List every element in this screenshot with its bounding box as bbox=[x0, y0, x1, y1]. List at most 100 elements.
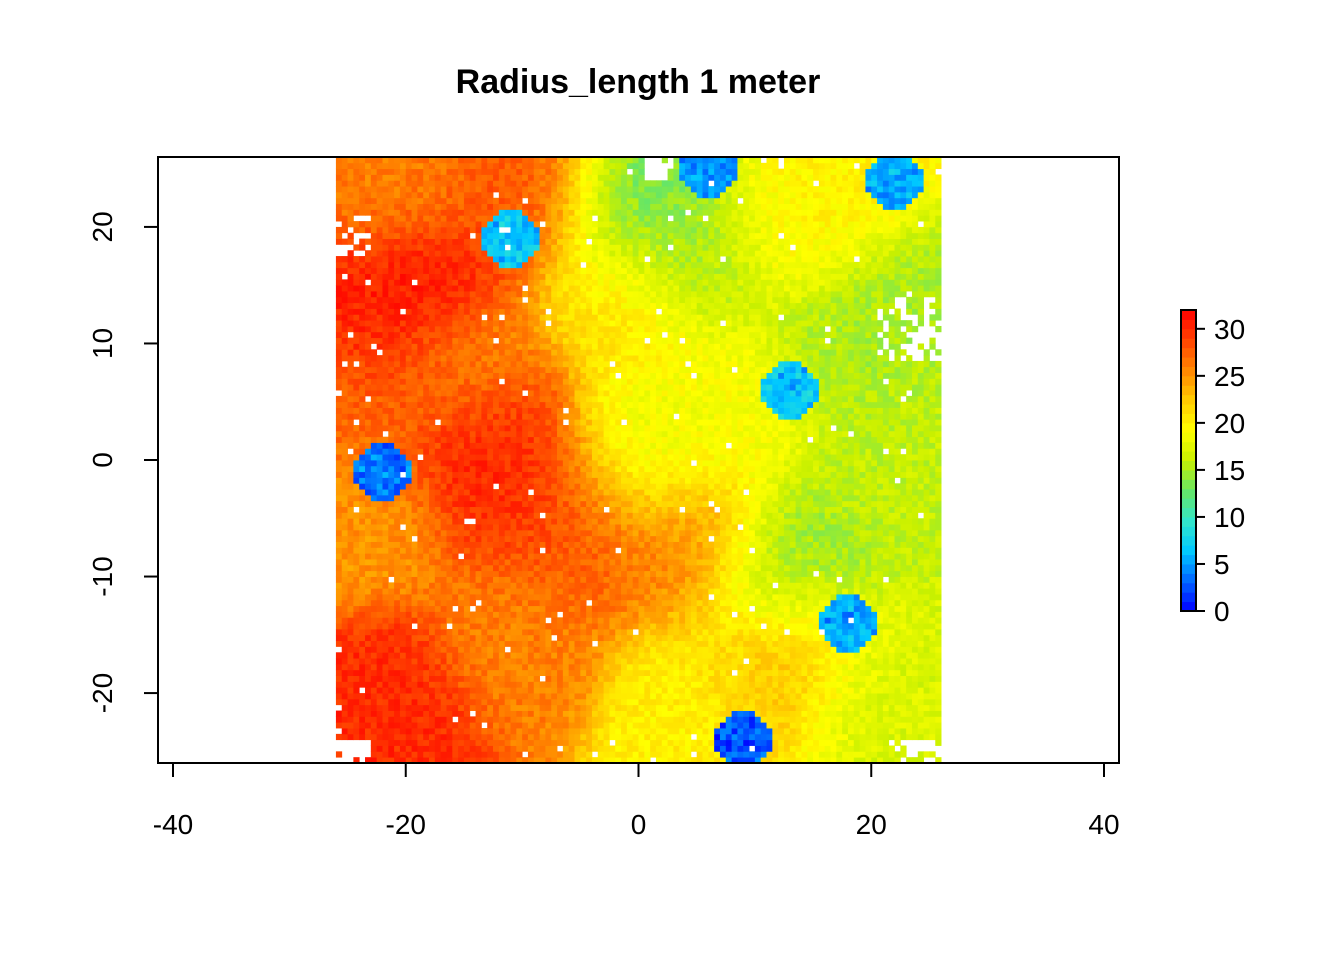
heatmap-cell bbox=[458, 506, 465, 513]
heatmap-cell bbox=[719, 716, 727, 723]
heatmap-cell bbox=[621, 477, 628, 484]
heatmap-cell bbox=[423, 623, 430, 630]
heatmap-cell bbox=[818, 675, 826, 682]
heatmap-cell bbox=[533, 611, 540, 618]
heatmap-cell bbox=[586, 483, 593, 490]
heatmap-cell bbox=[714, 594, 721, 601]
heatmap-cell bbox=[679, 663, 686, 671]
heatmap-cell bbox=[673, 693, 680, 700]
heatmap-cell bbox=[830, 745, 837, 752]
heatmap-cell bbox=[859, 628, 866, 636]
heatmap-cell bbox=[399, 745, 407, 752]
heatmap-cell bbox=[545, 588, 552, 595]
heatmap-cell bbox=[685, 599, 692, 607]
heatmap-cell bbox=[423, 617, 430, 624]
heatmap-cell bbox=[487, 704, 494, 711]
heatmap-cell bbox=[615, 722, 622, 729]
heatmap-cell bbox=[423, 611, 430, 618]
heatmap-cell bbox=[551, 506, 558, 513]
heatmap-cell bbox=[405, 564, 412, 572]
heatmap-cell bbox=[609, 716, 616, 723]
heatmap-cell bbox=[847, 716, 855, 723]
heatmap-cell bbox=[615, 500, 622, 508]
heatmap-cell bbox=[469, 646, 476, 653]
heatmap-cell bbox=[353, 733, 360, 741]
heatmap-cell bbox=[370, 698, 378, 706]
heatmap-cell bbox=[621, 640, 628, 647]
heatmap-cell bbox=[929, 535, 936, 542]
heatmap-cell bbox=[655, 588, 663, 595]
heatmap-cell bbox=[690, 640, 698, 647]
heatmap-cell bbox=[446, 646, 453, 653]
heatmap-cell bbox=[655, 564, 663, 572]
heatmap-cell bbox=[370, 745, 378, 752]
heatmap-cell bbox=[836, 494, 843, 502]
heatmap-cell bbox=[417, 559, 424, 566]
heatmap-cell bbox=[446, 634, 453, 642]
heatmap-cell bbox=[568, 547, 575, 554]
heatmap-cell bbox=[586, 570, 593, 577]
heatmap-cell bbox=[877, 553, 884, 560]
heatmap-cell bbox=[434, 564, 442, 572]
heatmap-cell bbox=[725, 489, 732, 496]
heatmap-cell bbox=[871, 710, 878, 717]
heatmap-cell bbox=[818, 640, 826, 647]
heatmap-cell bbox=[795, 663, 802, 671]
heatmap-cell bbox=[568, 576, 575, 583]
heatmap-cell bbox=[818, 757, 826, 764]
heatmap-cell bbox=[399, 512, 407, 519]
heatmap-cell bbox=[778, 494, 785, 502]
heatmap-cell bbox=[580, 751, 587, 758]
heatmap-cell bbox=[591, 582, 599, 589]
heatmap-cell bbox=[452, 547, 459, 554]
heatmap-cell bbox=[405, 640, 412, 647]
heatmap-cell bbox=[394, 524, 401, 531]
heatmap-cell bbox=[516, 570, 523, 577]
heatmap-cell bbox=[568, 524, 575, 531]
heatmap-cell bbox=[708, 628, 715, 636]
heatmap-cell bbox=[685, 652, 692, 659]
heatmap-cell bbox=[789, 739, 797, 746]
heatmap-cell bbox=[615, 518, 622, 525]
heatmap-cell bbox=[487, 494, 494, 502]
heatmap-cell bbox=[661, 494, 668, 502]
heatmap-cell bbox=[714, 669, 721, 676]
heatmap-cell bbox=[545, 640, 552, 647]
heatmap-cell bbox=[818, 634, 826, 642]
heatmap-cell bbox=[760, 658, 767, 665]
heatmap-cell bbox=[341, 553, 348, 560]
heatmap-cell bbox=[411, 500, 418, 508]
heatmap-cell bbox=[638, 640, 645, 647]
heatmap-cell bbox=[335, 535, 343, 542]
heatmap-cell bbox=[516, 658, 523, 665]
heatmap-cell bbox=[708, 623, 715, 630]
heatmap-cell bbox=[685, 582, 692, 589]
heatmap-cell bbox=[661, 716, 668, 723]
heatmap-cell bbox=[667, 669, 674, 676]
heatmap-cell bbox=[533, 535, 540, 542]
heatmap-cell bbox=[789, 663, 797, 671]
heatmap-cell bbox=[458, 535, 465, 542]
heatmap-cell bbox=[347, 529, 354, 537]
heatmap-cell bbox=[574, 588, 581, 595]
heatmap-cell bbox=[725, 594, 732, 601]
heatmap-cell bbox=[429, 745, 436, 752]
heatmap-cell bbox=[417, 477, 424, 484]
heatmap-cell bbox=[533, 518, 540, 525]
heatmap-cell bbox=[749, 541, 756, 548]
heatmap-cell bbox=[475, 634, 482, 642]
heatmap-cell bbox=[586, 535, 593, 542]
heatmap-cell bbox=[801, 559, 808, 566]
heatmap-cell bbox=[789, 564, 797, 572]
heatmap-cell bbox=[487, 541, 494, 548]
heatmap-cell bbox=[877, 500, 884, 508]
heatmap-cell bbox=[399, 663, 407, 671]
heatmap-cell bbox=[394, 623, 401, 630]
heatmap-cell bbox=[894, 541, 901, 548]
heatmap-cell bbox=[935, 483, 942, 490]
heatmap-cell bbox=[399, 559, 407, 566]
heatmap-cell bbox=[737, 564, 744, 572]
heatmap-cell bbox=[423, 628, 430, 636]
heatmap-cell bbox=[632, 687, 639, 694]
heatmap-cell bbox=[609, 483, 616, 490]
